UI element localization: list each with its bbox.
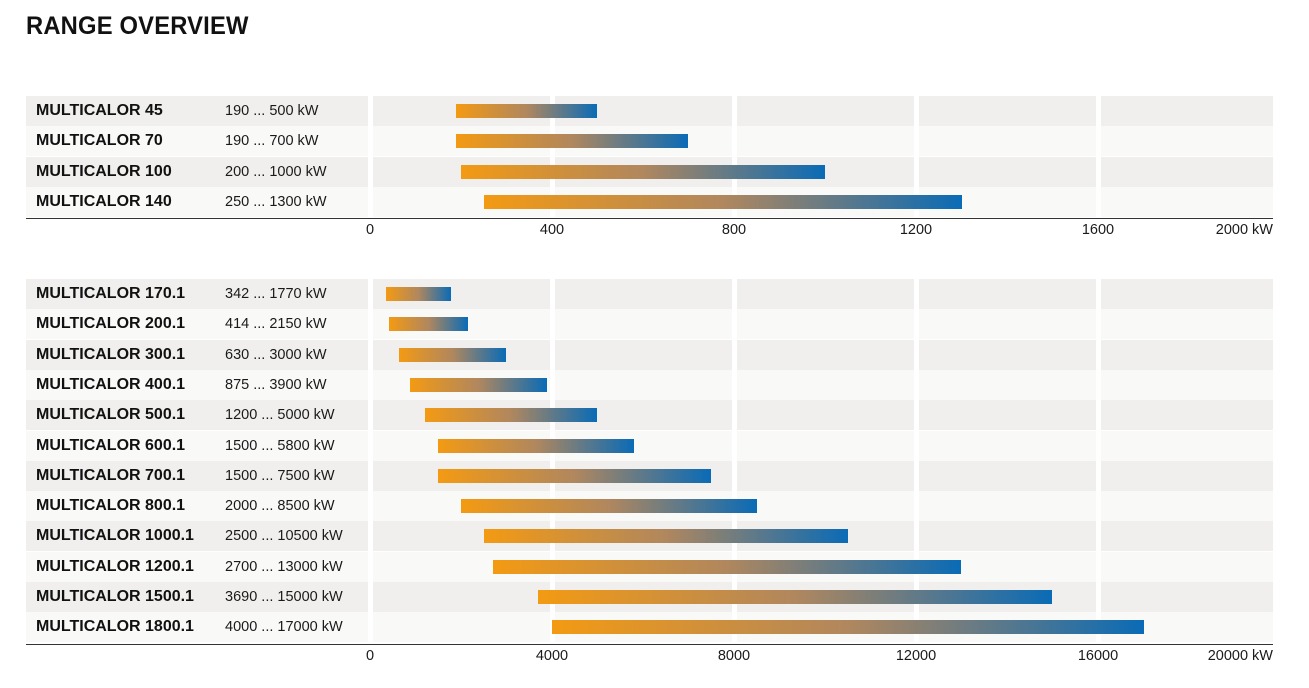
range-bar	[461, 499, 757, 514]
page-title: RANGE OVERVIEW	[26, 12, 249, 40]
x-tick-label: 0	[365, 222, 375, 239]
range-chart-small: MULTICALOR 45 190 ... 500 kW MULTICALOR 70…	[26, 96, 1273, 246]
gridline	[367, 279, 373, 643]
range-chart-large: MULTICALOR 170.1 342 ... 1770 kW MULTICALO…	[26, 279, 1273, 679]
category-label: MULTICALOR 140	[36, 192, 172, 210]
range-bar	[385, 287, 451, 301]
range-label: 2000 ... 8500 kW	[225, 498, 335, 515]
range-bar	[483, 194, 962, 209]
range-bar	[552, 620, 1144, 635]
x-axis-line	[26, 218, 1273, 220]
range-label: 3690 ... 15000 kW	[225, 589, 343, 605]
range-bar	[424, 408, 598, 423]
category-label: MULTICALOR 600.1	[36, 436, 186, 454]
x-tick-label: 1200	[899, 222, 933, 239]
category-label: MULTICALOR 800.1	[36, 497, 186, 515]
range-bar	[388, 317, 468, 332]
category-label: MULTICALOR 500.1	[36, 406, 186, 424]
range-label: 190 ... 700 kW	[225, 133, 319, 150]
gridline	[1095, 279, 1101, 643]
gridline	[549, 279, 555, 643]
range-label: 1200 ... 5000 kW	[225, 407, 335, 424]
range-bar	[456, 134, 689, 149]
category-label: MULTICALOR 400.1	[36, 375, 186, 393]
range-label: 1500 ... 7500 kW	[225, 467, 335, 484]
chart-row: MULTICALOR 800.1 2000 ... 8500 kW	[26, 491, 1273, 522]
category-label: MULTICALOR 170.1	[36, 285, 186, 302]
category-label: MULTICALOR 1500.1	[36, 588, 194, 605]
chart-row: MULTICALOR 200.1 414 ... 2150 kW	[26, 309, 1273, 340]
chart-row: MULTICALOR 300.1 630 ... 3000 kW	[26, 339, 1273, 370]
chart-row: MULTICALOR 600.1 1500 ... 5800 kW	[26, 430, 1273, 461]
category-label: MULTICALOR 1800.1	[36, 618, 194, 636]
range-bar	[537, 590, 1053, 604]
range-label: 2700 ... 13000 kW	[225, 558, 343, 575]
gridline	[367, 96, 373, 218]
range-bar	[409, 377, 548, 392]
gridline	[1095, 96, 1101, 218]
range-label: 190 ... 500 kW	[225, 103, 319, 119]
gridline	[549, 96, 555, 218]
gridline	[731, 279, 737, 643]
range-label: 2500 ... 10500 kW	[225, 528, 343, 545]
chart-row: MULTICALOR 45 190 ... 500 kW	[26, 96, 1273, 126]
x-tick-label: 400	[539, 222, 565, 239]
category-label: MULTICALOR 700.1	[36, 466, 186, 484]
x-tick-label: 16000	[1077, 647, 1119, 664]
range-label: 630 ... 3000 kW	[225, 346, 327, 363]
chart-row: MULTICALOR 500.1 1200 ... 5000 kW	[26, 400, 1273, 431]
x-tick-label: 2000 kW	[1215, 222, 1273, 239]
range-bar	[492, 559, 962, 574]
range-bar	[456, 104, 598, 118]
category-label: MULTICALOR 70	[36, 132, 163, 150]
chart-row: MULTICALOR 70 190 ... 700 kW	[26, 126, 1273, 157]
x-tick-label: 20000 kW	[1207, 647, 1273, 664]
chart-row: MULTICALOR 1000.1 2500 ... 10500 kW	[26, 521, 1273, 552]
category-label: MULTICALOR 200.1	[36, 315, 186, 333]
range-bar	[438, 438, 634, 453]
x-tick-label: 800	[721, 222, 747, 239]
range-label: 4000 ... 17000 kW	[225, 619, 343, 636]
chart-row: MULTICALOR 140 250 ... 1300 kW	[26, 186, 1273, 217]
range-label: 200 ... 1000 kW	[225, 163, 327, 180]
category-label: MULTICALOR 300.1	[36, 345, 186, 363]
x-tick-label: 8000	[717, 647, 751, 664]
range-label: 250 ... 1300 kW	[225, 193, 327, 210]
x-tick-label: 0	[365, 647, 375, 664]
range-bar	[461, 164, 825, 179]
range-label: 414 ... 2150 kW	[225, 316, 327, 333]
gridline	[731, 96, 737, 218]
gridline	[913, 96, 919, 218]
category-label: MULTICALOR 45	[36, 102, 163, 119]
chart-row: MULTICALOR 170.1 342 ... 1770 kW	[26, 279, 1273, 309]
x-tick-label: 4000	[535, 647, 569, 664]
x-axis-line	[26, 643, 1273, 645]
category-label: MULTICALOR 1000.1	[36, 527, 194, 545]
range-label: 875 ... 3900 kW	[225, 376, 327, 393]
range-bar	[438, 468, 712, 483]
category-label: MULTICALOR 1200.1	[36, 557, 194, 575]
chart-row: MULTICALOR 400.1 875 ... 3900 kW	[26, 369, 1273, 400]
category-label: MULTICALOR 100	[36, 162, 172, 180]
range-bar	[398, 347, 507, 362]
x-tick-label: 12000	[895, 647, 937, 664]
gridline	[913, 279, 919, 643]
range-label: 1500 ... 5800 kW	[225, 437, 335, 454]
range-label: 342 ... 1770 kW	[225, 286, 327, 302]
range-bar	[483, 529, 848, 544]
x-tick-label: 1600	[1081, 222, 1115, 239]
